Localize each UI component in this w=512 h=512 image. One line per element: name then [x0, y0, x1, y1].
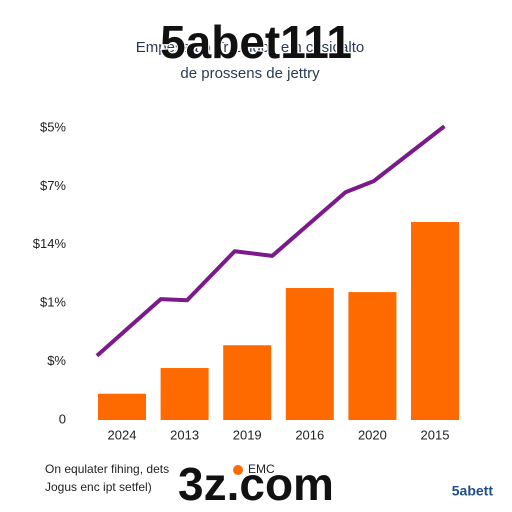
x-tick-label: 2016: [295, 427, 324, 442]
y-tick-label: $5%: [40, 119, 66, 134]
bar: [160, 368, 209, 420]
legend-swatch: [233, 465, 243, 475]
bar: [285, 288, 334, 420]
legend-text: On equlater fihing, dets: [45, 462, 169, 476]
watermark: 3z.com: [178, 458, 334, 510]
x-tick-label: 2019: [233, 427, 262, 442]
x-tick-label: 2024: [108, 427, 137, 442]
bar: [223, 345, 272, 420]
x-tick-label: 2020: [358, 427, 387, 442]
bar: [98, 393, 146, 420]
y-tick-label: $1%: [40, 295, 66, 310]
chart-title: Empessa o Tr Lindos em crisicalto: [136, 39, 364, 56]
bar: [411, 222, 459, 420]
y-tick-label: $14%: [33, 236, 67, 251]
x-tick-label: 2015: [421, 427, 450, 442]
watermark: 5abet111: [160, 16, 352, 68]
legend-text: Jogus enc ipt setfel): [45, 480, 152, 494]
y-tick-label: $7%: [40, 178, 66, 193]
chart-subtitle: de prossens de jettry: [180, 65, 320, 82]
y-tick-label: $%: [47, 353, 66, 368]
y-tick-label: 0: [59, 411, 66, 426]
x-tick-label: 2013: [170, 427, 199, 442]
line: [95, 124, 446, 358]
bar: [348, 292, 397, 420]
legend-label: EMC: [248, 462, 275, 476]
brand: 5abett: [452, 483, 494, 499]
